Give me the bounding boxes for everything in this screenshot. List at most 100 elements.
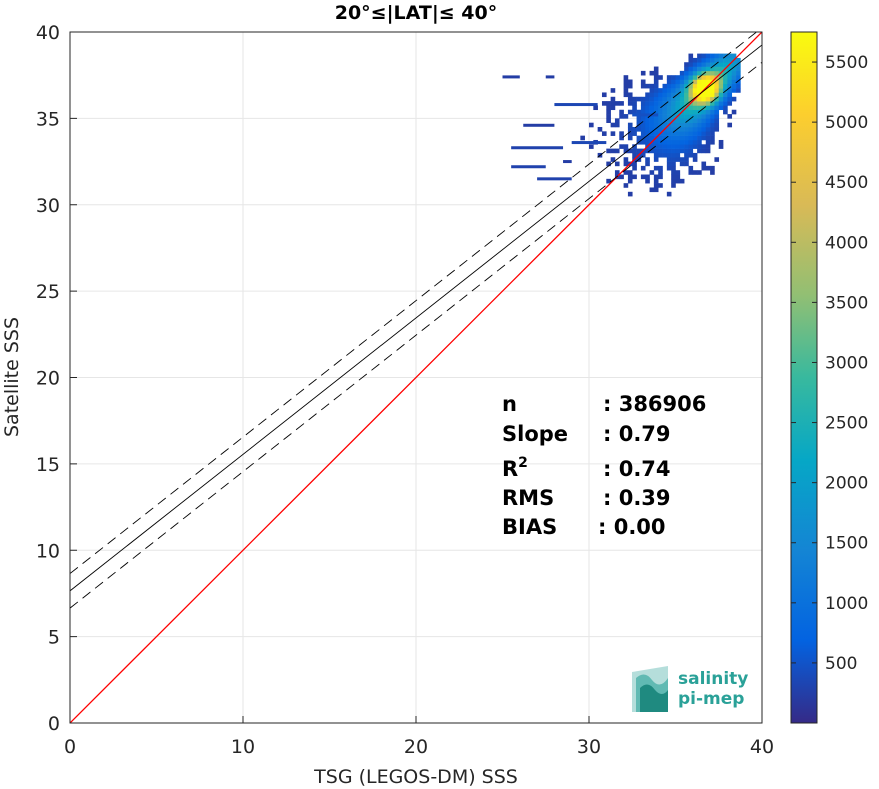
density-cell [662,152,668,158]
density-cell [714,57,720,63]
x-axis-ticks: 0 10 20 30 40 [64,716,774,758]
density-cell [705,131,711,136]
density-cell [723,109,728,115]
density-cell [610,96,616,102]
density-cell [701,96,707,102]
density-cell [666,127,672,132]
density-cell [714,70,720,76]
density-cell [662,118,668,123]
density-cell [727,122,733,128]
density-cell [736,88,741,93]
density-cell [710,131,715,136]
density-cell [688,57,694,63]
density-cell [697,105,702,111]
density-cell [679,127,685,132]
density-cell [679,96,685,102]
y-tick-label: 20 [36,368,60,390]
density-cell [675,174,681,180]
density-cell [701,148,707,154]
colorbar-tick-label: 500 [825,654,857,674]
density-cell [684,139,689,145]
density-cell [649,127,655,132]
density-cell [705,101,711,106]
density-cell [688,139,694,145]
density-cell [718,79,724,85]
density-cell [627,92,633,98]
density-cell [666,105,672,111]
density-cell [671,161,676,167]
x-tick-label: 0 [64,736,76,758]
density-cell [649,144,655,149]
density-cell [697,144,702,149]
density-cell [736,83,741,89]
density-cell [701,114,707,119]
density-cell [632,161,637,167]
density-cell [666,161,672,167]
density-cell [662,109,668,115]
density-cell [684,122,689,128]
density-cell [658,118,663,123]
density-cell [710,105,715,111]
colorbar-tick-label: 1500 [825,534,868,554]
density-cell [645,96,650,102]
density-cell [653,148,659,154]
density-cell [684,92,689,98]
density-cell [714,92,720,98]
density-cell [710,53,715,59]
density-cell [640,109,646,115]
density-cell [701,83,707,89]
density-cell [662,101,668,106]
density-cell [679,88,685,93]
density-cell [701,66,707,72]
density-cell [623,183,629,188]
density-cell [723,83,728,89]
density-cell [697,135,702,141]
density-cell [692,105,698,111]
density-cell [731,75,737,80]
salinity-pi-mep-logo: salinity pi-mep [632,666,748,712]
density-cell [653,109,659,115]
stat-label: R2 [502,455,528,481]
density-cell [705,70,711,76]
density-cell [692,170,698,175]
stat-value: : 0.00 [598,515,666,539]
density-cell [610,148,616,154]
density-cell [640,135,646,141]
density-cell [636,109,642,115]
density-cell [731,62,737,67]
density-cell [658,114,663,119]
density-cell [710,170,715,175]
density-cell [688,53,694,59]
density-cell [701,62,707,67]
density-cell [692,157,698,162]
density-cell [640,127,646,132]
density-cell [597,127,603,132]
density-cell [653,127,659,132]
density-cell [653,187,659,193]
density-cell [653,157,659,162]
density-cell [714,96,720,102]
density-cell [666,165,672,171]
density-cell [662,114,668,119]
y-axis-ticks: 0 5 10 15 20 25 30 35 40 [36,22,77,735]
density-cell [714,79,720,85]
density-cell [671,109,676,115]
density-cell [679,118,685,123]
density-cell [684,144,689,149]
density-cell [684,114,689,119]
density-cell [653,139,659,145]
density-cell [684,83,689,89]
density-cell [736,66,741,72]
density-cell [697,122,702,128]
density-cell [710,66,715,72]
density-cell [692,75,698,80]
density-cell [671,157,676,162]
density-cell [697,131,702,136]
density-streak [523,123,555,127]
density-cell [675,178,681,184]
density-cell [580,135,585,141]
density-cell [653,105,659,111]
density-cell [653,178,659,184]
density-cell [675,88,681,93]
